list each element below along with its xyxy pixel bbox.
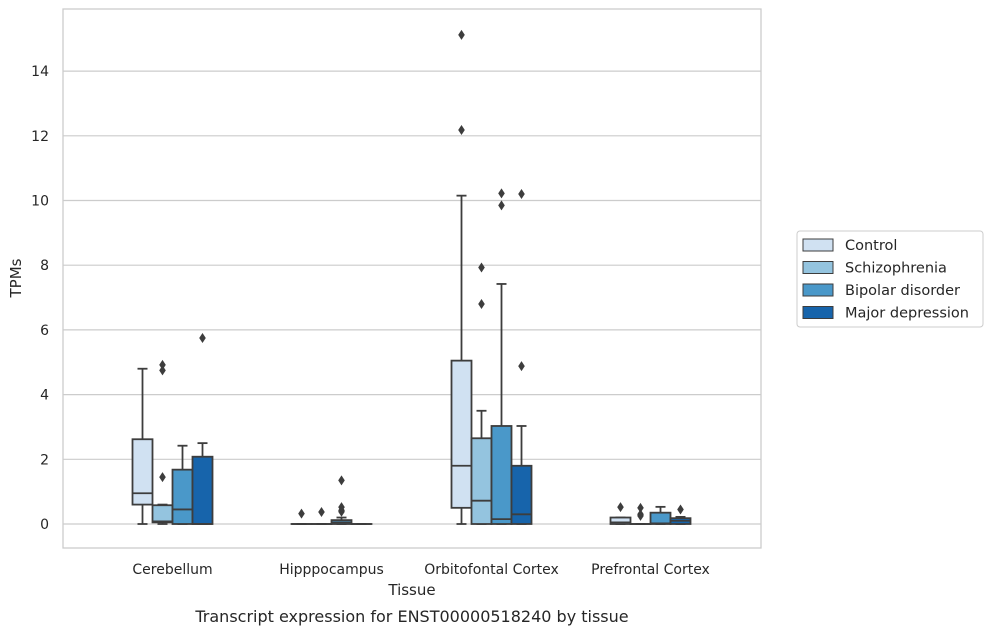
outlier-schizophrenia-prefrontal-cortex-2 (637, 510, 644, 521)
outlier-major-depression-orbitofontal-cortex-1 (518, 361, 525, 372)
legend-item-major-depression: Major depression (802, 306, 969, 322)
box-major-depression-cerebellum (191, 442, 214, 525)
outlier-schizophrenia-prefrontal-cortex-0 (637, 502, 644, 513)
y-tick-label-14: 14 (31, 64, 49, 80)
y-tick-label-8: 8 (40, 258, 49, 274)
boxes (131, 194, 692, 525)
x-tick-labels: Cerebellum Hipppocampus Orbitofontal Corte… (132, 562, 709, 578)
outlier-schizophrenia-hipppocampus-0 (318, 507, 325, 518)
box-body (609, 516, 632, 525)
outlier-major-depression-prefrontal-cortex-0 (677, 504, 684, 515)
legend-label: Bipolar disorder (845, 283, 960, 299)
box-bipolar-disorder-prefrontal-cortex (649, 505, 672, 525)
x-axis-title: Tissue (387, 581, 435, 599)
y-tick-label-12: 12 (31, 129, 49, 145)
y-tick-label-4: 4 (40, 388, 49, 404)
outlier-bipolar-disorder-hipppocampus-0 (338, 475, 345, 486)
outliers (159, 29, 684, 521)
y-tick-label-6: 6 (40, 323, 49, 339)
box-schizophrenia-orbitofontal-cortex (470, 409, 493, 525)
y-tick-label-0: 0 (40, 517, 49, 533)
legend-label: Major depression (845, 306, 969, 322)
x-tick-label-prefrontal-cortex: Prefrontal Cortex (591, 562, 710, 578)
outlier-major-depression-cerebellum-0 (199, 332, 206, 343)
legend-frame (796, 230, 984, 328)
outlier-schizophrenia-cerebellum-0 (159, 359, 166, 370)
legend-swatch (802, 238, 834, 252)
box-bipolar-disorder-orbitofontal-cortex (490, 283, 513, 525)
legend-items: Control Schizophrenia Bipolar disorder Majo… (802, 238, 969, 322)
box-control-prefrontal-cortex (609, 516, 632, 525)
box-bipolar-disorder-cerebellum (171, 444, 194, 525)
outlier-bipolar-disorder-hipppocampus-3 (338, 506, 345, 517)
y-tick-label-2: 2 (40, 452, 49, 468)
legend-swatch (802, 283, 834, 297)
outlier-control-prefrontal-cortex-0 (617, 502, 624, 513)
chart-caption: Transcript expression for ENST0000051824… (194, 607, 628, 626)
legend: Control Schizophrenia Bipolar disorder Majo… (796, 230, 984, 328)
outlier-bipolar-disorder-orbitofontal-cortex-0 (498, 188, 505, 199)
y-tick-label-10: 10 (31, 194, 49, 210)
legend-label: Schizophrenia (845, 261, 947, 277)
gridlines (63, 70, 761, 525)
outlier-major-depression-orbitofontal-cortex-0 (518, 189, 525, 200)
box-body (450, 359, 473, 509)
box-body (171, 468, 194, 525)
legend-item-bipolar-disorder: Bipolar disorder (802, 283, 960, 299)
legend-swatch (802, 261, 834, 274)
legend-label: Control (845, 238, 897, 254)
legend-item-schizophrenia: Schizophrenia (802, 261, 947, 277)
box-body (470, 437, 493, 525)
y-tick-labels: 0 2 4 6 8 10 12 14 (31, 64, 49, 533)
box-body (131, 438, 154, 506)
box-control-cerebellum (131, 367, 154, 525)
outlier-control-orbitofontal-cortex-1 (458, 124, 465, 135)
box-major-depression-orbitofontal-cortex (510, 425, 533, 525)
outlier-schizophrenia-orbitofontal-cortex-1 (478, 299, 485, 310)
box-body (151, 504, 174, 524)
outlier-schizophrenia-cerebellum-1 (159, 365, 166, 376)
outlier-control-orbitofontal-cortex-0 (458, 29, 465, 40)
box-body (510, 464, 533, 525)
legend-swatch (802, 306, 834, 319)
box-body (191, 455, 214, 525)
box-body (490, 425, 513, 525)
box-body (649, 511, 672, 525)
outlier-schizophrenia-orbitofontal-cortex-0 (478, 262, 485, 273)
box-bipolar-disorder-hipppocampus (330, 516, 353, 525)
outlier-bipolar-disorder-orbitofontal-cortex-1 (498, 200, 505, 211)
box-major-depression-prefrontal-cortex (669, 515, 692, 525)
legend-item-control: Control (802, 238, 897, 254)
plot-frame (62, 8, 762, 549)
x-tick-label-hipppocampus: Hipppocampus (279, 562, 384, 578)
y-axis-title: TPMs (7, 258, 25, 298)
outlier-control-hipppocampus-0 (298, 508, 305, 519)
x-tick-label-orbitofontal-cortex: Orbitofontal Cortex (424, 562, 559, 578)
outlier-schizophrenia-cerebellum-2 (159, 472, 166, 483)
x-tick-label-cerebellum: Cerebellum (132, 562, 212, 578)
box-control-orbitofontal-cortex (450, 194, 473, 525)
box-schizophrenia-cerebellum (151, 503, 174, 525)
